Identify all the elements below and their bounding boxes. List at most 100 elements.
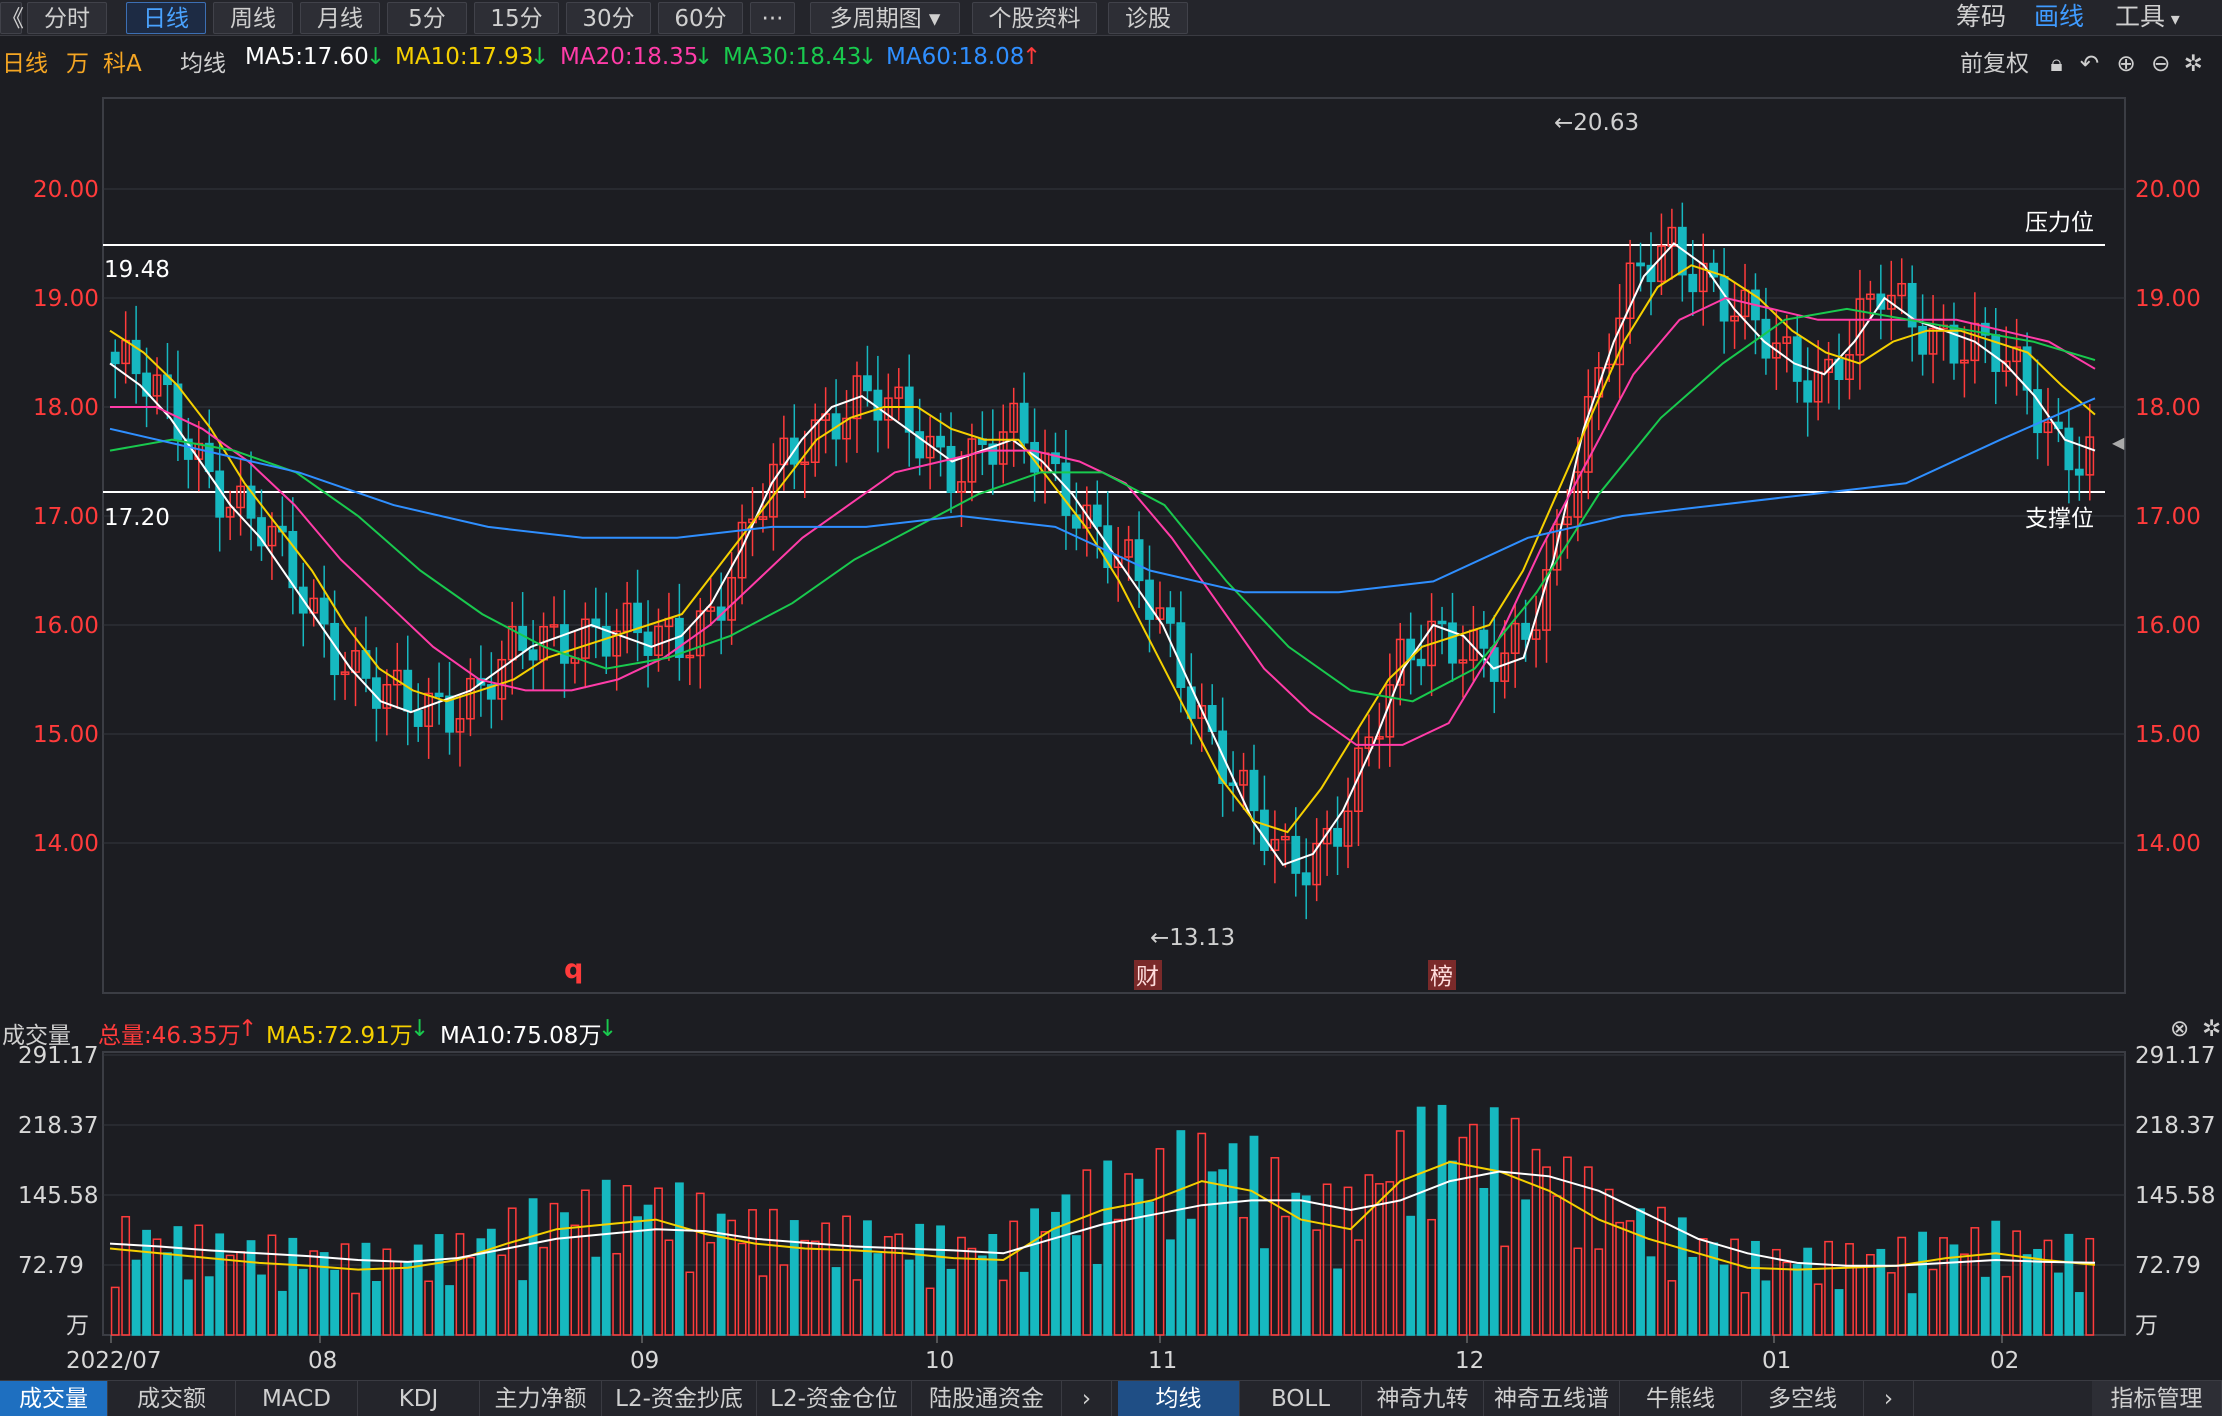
candle — [1437, 606, 1447, 655]
volume-total: 总量:46.35万 — [98, 1023, 241, 1049]
volume-bar — [2054, 1272, 2063, 1336]
volume-bar — [1489, 1107, 1499, 1336]
chevron-right-icon[interactable]: › — [1864, 1381, 1914, 1416]
event-finance-badge[interactable] — [1134, 960, 1162, 990]
support-name: 支撑位 — [2025, 506, 2094, 532]
candle — [894, 368, 904, 421]
candle — [403, 635, 413, 746]
tab-ma[interactable]: 均线 — [1118, 1381, 1240, 1416]
chevron-right-icon[interactable]: › — [1062, 1381, 1112, 1416]
candle — [1980, 307, 1990, 364]
volume-bar — [643, 1204, 653, 1336]
volume-bar — [528, 1198, 538, 1336]
candle-body — [1270, 838, 1280, 851]
zoom-out-icon[interactable]: ⊖ — [2151, 51, 2171, 77]
candle — [936, 412, 945, 477]
candle — [1354, 727, 1363, 847]
candle-body — [1051, 452, 1060, 465]
lock-icon[interactable]: 🔒︎ — [2050, 51, 2063, 77]
tab-l2-position[interactable]: L2-资金仓位 — [757, 1381, 912, 1416]
stock-info-button[interactable]: 个股资料 — [972, 2, 1097, 34]
tab-monthly[interactable]: 月线 — [300, 2, 380, 34]
volume-bar — [413, 1244, 423, 1336]
candle — [173, 350, 183, 461]
volume-bar — [1542, 1166, 1551, 1336]
undo-icon[interactable]: ↶ — [2079, 51, 2100, 77]
candle — [1416, 624, 1426, 686]
settings-icon[interactable]: ✲ — [2183, 51, 2203, 77]
candle — [434, 662, 444, 725]
tab-60min[interactable]: 60分 — [658, 2, 743, 34]
tab-hk-connect[interactable]: 陆股通资金 — [912, 1381, 1062, 1416]
tab-daily[interactable]: 日线 — [126, 2, 206, 34]
tab-five-lines[interactable]: 神奇五线谱 — [1484, 1381, 1620, 1416]
tab-boll[interactable]: BOLL — [1240, 1381, 1362, 1416]
candle-body — [1354, 747, 1363, 813]
volume-bar — [476, 1238, 486, 1336]
tab-main-net[interactable]: 主力净额 — [480, 1381, 602, 1416]
tab-macd[interactable]: MACD — [236, 1381, 358, 1416]
tab-turnover[interactable]: 成交额 — [108, 1381, 236, 1416]
volume-bar — [1019, 1271, 1029, 1336]
candle-body — [580, 618, 590, 659]
multi-period-button[interactable]: 多周期图 ▾ — [810, 2, 960, 34]
volume-bar — [1845, 1243, 1854, 1336]
diagnose-button[interactable]: 诊股 — [1108, 2, 1188, 34]
back-icon[interactable]: 《 — [0, 2, 24, 34]
chip-button[interactable]: 筹码 — [1956, 2, 2007, 31]
volume-bar — [1322, 1183, 1332, 1336]
price-tick-left: 19.00 — [33, 286, 99, 312]
volume-bar — [2085, 1237, 2095, 1336]
volume-bar — [1970, 1227, 1980, 1336]
event-q[interactable]: q — [564, 954, 583, 985]
adjust-button[interactable]: 前复权 — [1960, 51, 2029, 77]
candle-body — [1949, 324, 1959, 364]
draw-line-button[interactable]: 画线 — [2034, 2, 2085, 31]
tab-bull-bear[interactable]: 牛熊线 — [1620, 1381, 1742, 1416]
close-icon[interactable]: ⊗ — [2170, 1016, 2190, 1042]
candle — [1061, 430, 1071, 550]
candle-body — [1907, 282, 1917, 328]
candle-body — [1531, 629, 1541, 640]
x-tick-label: 02 — [1990, 1348, 2019, 1374]
candle — [183, 417, 193, 489]
ma5-arrow-icon: ↓ — [366, 44, 386, 70]
volume-bar — [539, 1246, 548, 1336]
tab-kdj[interactable]: KDJ — [358, 1381, 480, 1416]
volume-bar — [1260, 1248, 1269, 1336]
candle — [591, 587, 601, 659]
settings-icon[interactable]: ✲ — [2202, 1016, 2222, 1042]
volume-bar — [455, 1233, 465, 1336]
volume-bar — [831, 1267, 841, 1336]
tab-long-short[interactable]: 多空线 — [1742, 1381, 1864, 1416]
event-rank-badge[interactable] — [1428, 960, 1456, 990]
tab-30min[interactable]: 30分 — [566, 2, 651, 34]
candle-body — [1625, 262, 1635, 320]
ma20-value: MA20:18.35 — [560, 44, 699, 70]
candle — [685, 626, 695, 686]
volume-bar — [674, 1182, 684, 1336]
indicator-manage-button[interactable]: 指标管理 — [2092, 1381, 2222, 1416]
candle — [1364, 714, 1374, 767]
candle — [497, 640, 507, 721]
tools-button[interactable]: 工具 ▾ — [2115, 0, 2180, 36]
candle — [267, 512, 277, 580]
candle — [1531, 595, 1541, 668]
more-button[interactable]: ··· — [750, 2, 795, 34]
tab-15min[interactable]: 15分 — [474, 2, 559, 34]
volume-bar — [1928, 1268, 1938, 1336]
volume-bar — [1030, 1208, 1039, 1336]
tab-weekly[interactable]: 周线 — [213, 2, 293, 34]
tab-volume[interactable]: 成交量 — [0, 1381, 108, 1416]
ma30-value: MA30:18.43 — [723, 44, 862, 70]
tab-l2-bottom[interactable]: L2-资金抄底 — [602, 1381, 757, 1416]
volume-bar — [1531, 1148, 1541, 1336]
tab-5min[interactable]: 5分 — [387, 2, 467, 34]
tab-nine-turn[interactable]: 神奇九转 — [1362, 1381, 1484, 1416]
candle — [2043, 387, 2053, 466]
volume-bar — [769, 1208, 778, 1336]
tab-intraday[interactable]: 分时 — [27, 2, 107, 34]
candle — [1970, 292, 1980, 384]
candle — [612, 608, 622, 691]
zoom-in-icon[interactable]: ⊕ — [2116, 51, 2136, 77]
